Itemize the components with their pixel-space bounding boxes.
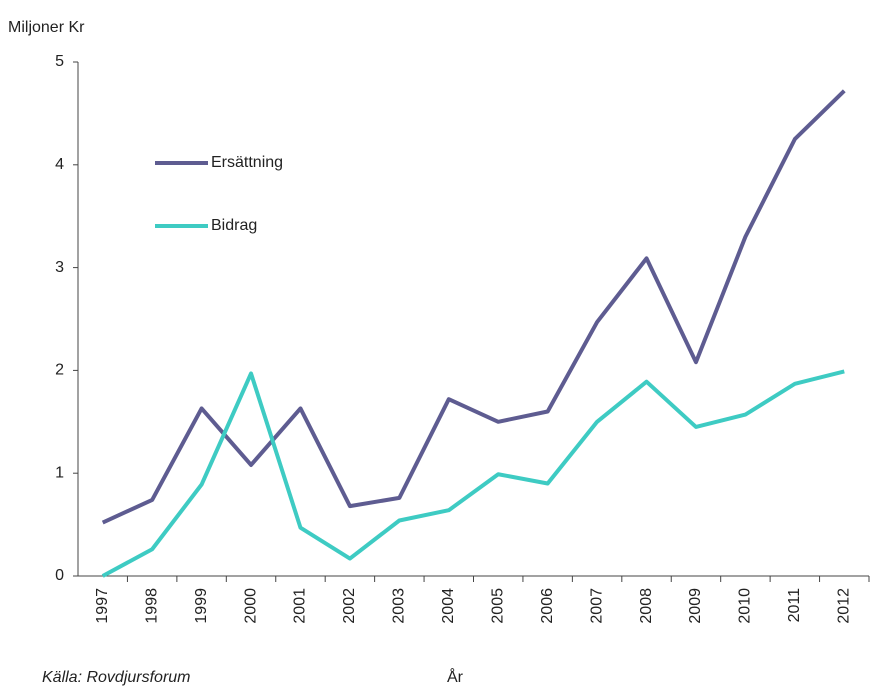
y-tick-label: 4 (55, 156, 64, 173)
y-tick-label: 5 (55, 53, 64, 70)
y-tick-label: 1 (55, 464, 64, 481)
x-tick-label: 2006 (539, 588, 556, 624)
legend-label: Ersättning (211, 154, 283, 171)
y-axis-label: Miljoner Kr (8, 19, 85, 36)
x-tick-label: 2009 (687, 588, 704, 624)
x-tick-label: 2003 (391, 588, 408, 624)
x-tick-label: 1997 (94, 588, 111, 624)
series-line (101, 89, 846, 525)
x-tick-label: 1998 (143, 588, 160, 624)
series-line (101, 369, 845, 578)
x-tick-label: 2002 (341, 588, 358, 624)
x-tick-label: 2001 (292, 588, 309, 624)
y-tick-label: 2 (55, 362, 64, 379)
y-tick-label: 3 (55, 259, 64, 276)
x-axis-label: År (447, 667, 464, 686)
source: Källa: Rovdjursforum (42, 669, 191, 686)
x-tick-label: 2004 (440, 588, 457, 624)
legend-label: Bidrag (211, 217, 257, 234)
x-tick-label: 2000 (242, 588, 259, 624)
x-tick-label: 2012 (836, 588, 853, 624)
y-tick-label: 0 (55, 567, 64, 584)
x-tick-label: 2007 (588, 588, 605, 624)
x-tick-label: 1999 (193, 588, 210, 624)
x-tick-label: 2010 (737, 588, 754, 624)
x-tick-label: 2005 (489, 588, 506, 624)
x-tick-label: 2011 (786, 588, 803, 623)
x-tick-label: 2008 (638, 588, 655, 624)
